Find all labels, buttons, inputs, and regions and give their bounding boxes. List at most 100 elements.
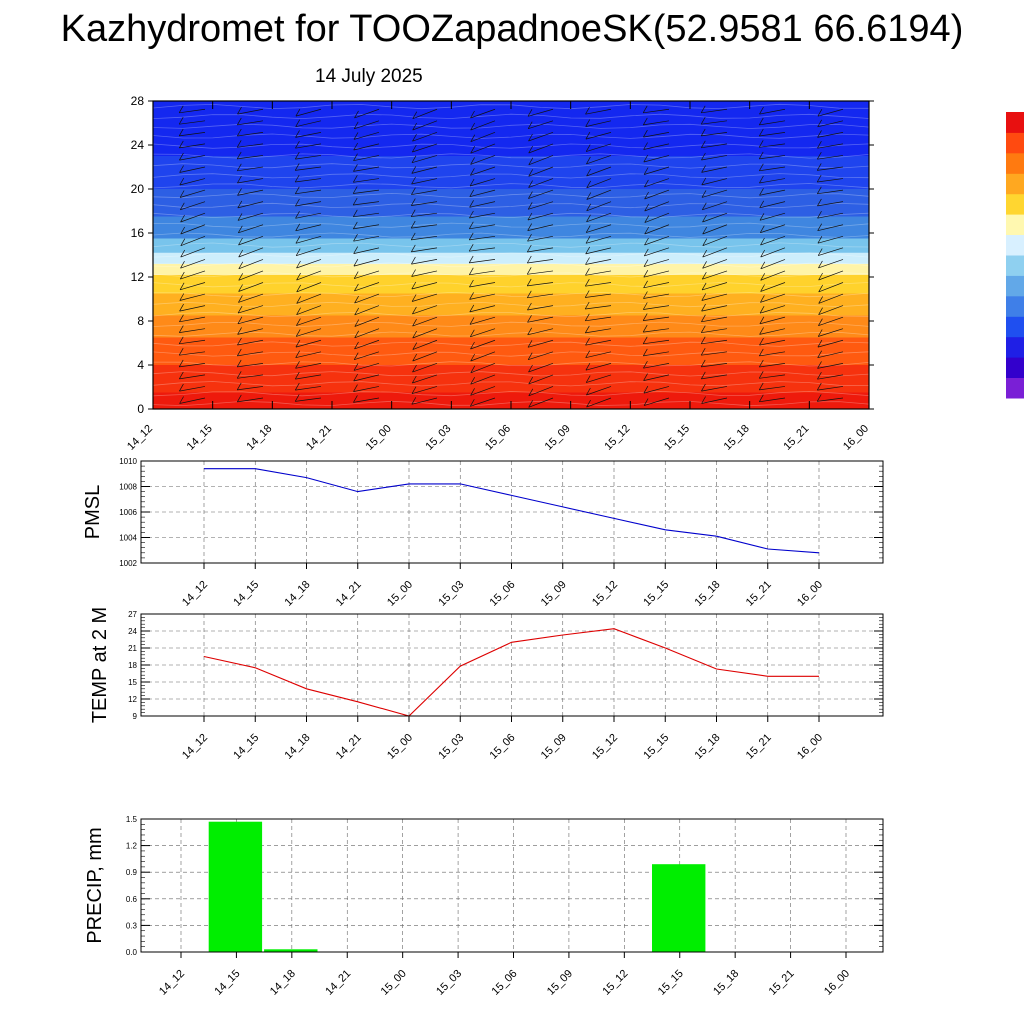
wind-barb-flag bbox=[585, 257, 590, 265]
wind-barb-flag bbox=[237, 200, 243, 209]
wind-barb bbox=[817, 178, 844, 183]
wind-barb-flag bbox=[411, 166, 417, 174]
wind-barb-flag bbox=[236, 359, 242, 368]
wind-barb bbox=[527, 212, 554, 221]
wind-barb bbox=[354, 108, 380, 119]
heatmap-band bbox=[153, 293, 869, 316]
x-tick-label: 15_03 bbox=[423, 423, 453, 453]
wind-barb-flag bbox=[528, 180, 533, 188]
wind-barb bbox=[818, 328, 844, 337]
wind-barb bbox=[817, 351, 844, 359]
wind-barb bbox=[470, 155, 496, 165]
wind-barb-flag bbox=[527, 315, 532, 323]
wind-barb bbox=[470, 143, 496, 154]
wind-barb bbox=[353, 259, 380, 267]
wind-barb bbox=[237, 316, 264, 325]
wind-barb bbox=[412, 351, 438, 362]
wind-barb bbox=[179, 108, 206, 114]
wind-barb bbox=[644, 212, 670, 223]
wind-barb-flag bbox=[295, 223, 301, 231]
wind-barb bbox=[643, 363, 670, 369]
wind-barb-flag bbox=[237, 327, 242, 335]
wind-barb-flag bbox=[295, 236, 301, 244]
wind-barb bbox=[817, 212, 844, 219]
wind-barb bbox=[354, 305, 380, 316]
wind-barb-flag bbox=[527, 327, 533, 335]
wind-barb bbox=[759, 143, 786, 148]
wind-barb bbox=[179, 397, 206, 404]
wind-barb-flag bbox=[236, 371, 242, 379]
wind-barb bbox=[353, 235, 380, 242]
wind-barb bbox=[470, 166, 496, 176]
wind-barb bbox=[643, 397, 670, 406]
wind-barb-flag bbox=[237, 316, 243, 324]
wind-barb bbox=[817, 201, 844, 207]
wind-barb-flag bbox=[295, 361, 300, 369]
wind-barb bbox=[353, 155, 380, 162]
y-tick-label: 0.3 bbox=[126, 921, 138, 930]
wind-barb-flag bbox=[352, 221, 358, 230]
wind-barb-flag bbox=[236, 348, 242, 357]
wind-barb bbox=[237, 212, 264, 221]
wind-barb bbox=[469, 270, 496, 276]
wind-barb bbox=[179, 386, 206, 392]
wind-barb bbox=[354, 316, 380, 327]
colorbar-swatch bbox=[1006, 112, 1024, 133]
wind-barb bbox=[817, 397, 844, 402]
wind-barb bbox=[295, 108, 322, 117]
wind-barb-flag bbox=[817, 372, 822, 380]
heatmap-band bbox=[153, 156, 869, 189]
wind-barb-flag bbox=[643, 248, 649, 257]
wind-barb-flag bbox=[817, 141, 822, 149]
wind-barb bbox=[237, 363, 264, 368]
heatmap-band bbox=[153, 252, 869, 264]
wind-barb-flag bbox=[410, 232, 416, 241]
wind-barb-flag bbox=[296, 260, 301, 269]
wind-barb-flag bbox=[584, 325, 590, 334]
wind-barb-flag bbox=[295, 329, 301, 337]
wind-barb bbox=[759, 305, 786, 314]
wind-barb bbox=[817, 339, 844, 348]
wind-barb-flag bbox=[528, 400, 534, 408]
wind-barb-flag bbox=[354, 295, 359, 304]
wind-barb bbox=[296, 316, 322, 326]
x-tick-label: 15_06 bbox=[490, 968, 520, 998]
wind-barb-flag bbox=[527, 202, 533, 210]
wind-barb-flag bbox=[701, 152, 706, 161]
wind-barb bbox=[759, 351, 786, 357]
y-tick-label: 15 bbox=[128, 678, 137, 687]
wind-barb bbox=[760, 259, 786, 270]
wind-barb-flag bbox=[758, 382, 764, 391]
wind-barb-flag bbox=[526, 278, 532, 287]
wind-barb-flag bbox=[179, 152, 184, 161]
wind-barb-flag bbox=[759, 337, 764, 346]
contour-line bbox=[152, 242, 870, 248]
wind-barb-flag bbox=[816, 186, 822, 194]
wind-barb bbox=[817, 235, 844, 244]
y-axis-label: PRECIP, mm bbox=[84, 827, 106, 943]
wind-barb-flag bbox=[354, 110, 359, 119]
y-tick-label: 21 bbox=[128, 644, 137, 653]
contour-line bbox=[152, 163, 870, 169]
wind-barb-flag bbox=[468, 221, 474, 229]
wind-barb bbox=[469, 212, 496, 219]
wind-barb-flag bbox=[237, 213, 243, 221]
heatmap-band bbox=[153, 238, 869, 253]
wind-barb-flag bbox=[700, 117, 706, 125]
wind-barb-flag bbox=[527, 121, 533, 129]
wind-barb-flag bbox=[758, 163, 764, 171]
wind-barb-flag bbox=[586, 203, 592, 211]
wind-barb bbox=[295, 386, 322, 391]
wind-barb-flag bbox=[238, 261, 244, 269]
wind-barb-flag bbox=[353, 352, 359, 360]
wind-barb-flag bbox=[469, 189, 475, 197]
wind-barb-flag bbox=[412, 111, 418, 119]
wind-barb bbox=[759, 189, 786, 196]
contour-line bbox=[152, 232, 870, 238]
wind-barb bbox=[237, 108, 264, 115]
wind-barb bbox=[759, 166, 786, 172]
wind-barb bbox=[644, 201, 670, 212]
wind-barb bbox=[644, 189, 670, 200]
x-tick-label: 15_21 bbox=[767, 968, 797, 998]
